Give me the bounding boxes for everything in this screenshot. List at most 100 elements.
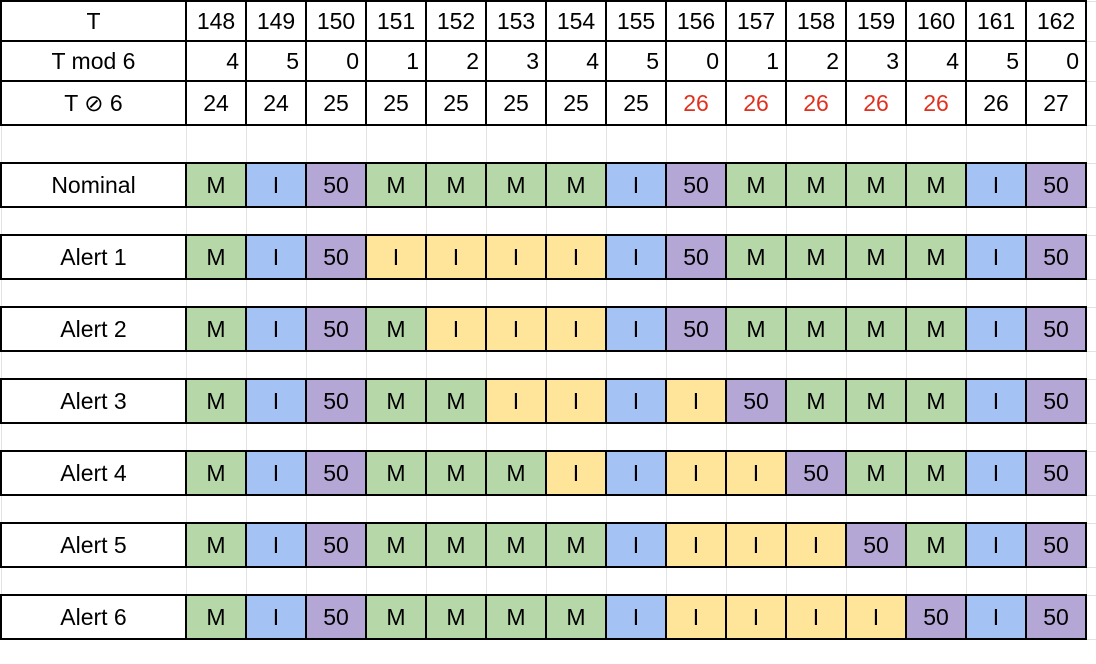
schedule-cell[interactable]: I <box>605 162 667 208</box>
schedule-cell[interactable]: I <box>605 522 667 568</box>
empty-cell[interactable] <box>185 566 247 596</box>
schedule-cell[interactable]: M <box>185 522 247 568</box>
schedule-cell[interactable]: I <box>245 378 307 424</box>
empty-cell[interactable] <box>1085 378 1096 424</box>
header-value-cell[interactable]: 24 <box>185 80 247 126</box>
empty-cell[interactable] <box>725 278 787 308</box>
empty-cell[interactable] <box>545 422 607 452</box>
schedule-cell[interactable]: I <box>665 522 727 568</box>
schedule-cell[interactable]: M <box>785 234 847 280</box>
empty-cell[interactable] <box>1025 422 1087 452</box>
empty-cell[interactable] <box>365 350 427 380</box>
schedule-cell[interactable]: 50 <box>305 378 367 424</box>
empty-cell[interactable] <box>365 206 427 236</box>
empty-cell[interactable] <box>185 278 247 308</box>
header-value-cell[interactable]: 2 <box>785 40 847 82</box>
empty-cell[interactable] <box>725 206 787 236</box>
schedule-cell[interactable]: 50 <box>1025 162 1087 208</box>
schedule-cell[interactable]: I <box>605 450 667 496</box>
empty-cell[interactable] <box>365 494 427 524</box>
empty-cell[interactable] <box>365 278 427 308</box>
header-value-cell[interactable]: 25 <box>305 80 367 126</box>
header-value-cell[interactable]: 25 <box>605 80 667 126</box>
schedule-cell[interactable]: 50 <box>305 306 367 352</box>
empty-cell[interactable] <box>1025 566 1087 596</box>
empty-cell[interactable] <box>305 278 367 308</box>
header-value-cell[interactable]: 26 <box>725 80 787 126</box>
header-value-cell[interactable]: 26 <box>905 80 967 126</box>
schedule-cell[interactable]: I <box>485 378 547 424</box>
schedule-cell[interactable]: M <box>905 378 967 424</box>
schedule-cell[interactable]: I <box>665 450 727 496</box>
schedule-row-label[interactable]: Alert 5 <box>0 522 187 568</box>
empty-cell[interactable] <box>965 422 1027 452</box>
header-value-cell[interactable]: 4 <box>185 40 247 82</box>
empty-cell[interactable] <box>245 124 307 164</box>
empty-cell[interactable] <box>845 278 907 308</box>
empty-cell[interactable] <box>1085 306 1096 352</box>
header-value-cell[interactable]: 25 <box>485 80 547 126</box>
empty-cell[interactable] <box>425 124 487 164</box>
empty-cell[interactable] <box>1085 494 1096 524</box>
schedule-row-label[interactable]: Alert 2 <box>0 306 187 352</box>
schedule-cell[interactable]: M <box>905 306 967 352</box>
header-value-cell[interactable]: 3 <box>845 40 907 82</box>
empty-cell[interactable] <box>365 124 427 164</box>
schedule-cell[interactable]: M <box>425 594 487 640</box>
schedule-cell[interactable]: M <box>845 378 907 424</box>
schedule-cell[interactable]: M <box>845 306 907 352</box>
schedule-cell[interactable]: M <box>365 450 427 496</box>
schedule-cell[interactable]: M <box>785 162 847 208</box>
header-value-cell[interactable]: 24 <box>245 80 307 126</box>
empty-cell[interactable] <box>665 350 727 380</box>
schedule-cell[interactable]: 50 <box>305 162 367 208</box>
empty-cell[interactable] <box>1085 422 1096 452</box>
schedule-cell[interactable]: M <box>485 162 547 208</box>
header-value-cell[interactable]: 26 <box>965 80 1027 126</box>
schedule-cell[interactable]: I <box>425 306 487 352</box>
header-value-cell[interactable]: 2 <box>425 40 487 82</box>
schedule-cell[interactable]: M <box>905 162 967 208</box>
schedule-cell[interactable]: M <box>905 234 967 280</box>
empty-cell[interactable] <box>605 278 667 308</box>
schedule-row-label[interactable]: Alert 1 <box>0 234 187 280</box>
schedule-cell[interactable]: M <box>365 162 427 208</box>
header-value-cell[interactable]: 4 <box>545 40 607 82</box>
schedule-cell[interactable]: I <box>785 594 847 640</box>
empty-cell[interactable] <box>1085 40 1096 82</box>
header-value-cell[interactable]: 157 <box>725 0 787 42</box>
schedule-cell[interactable]: I <box>545 234 607 280</box>
schedule-cell[interactable]: I <box>965 378 1027 424</box>
empty-cell[interactable] <box>1085 162 1096 208</box>
empty-cell[interactable] <box>725 422 787 452</box>
schedule-cell[interactable]: I <box>665 594 727 640</box>
schedule-cell[interactable]: M <box>725 162 787 208</box>
header-row-label[interactable]: T ⊘ 6 <box>0 80 187 126</box>
schedule-cell[interactable]: I <box>965 522 1027 568</box>
empty-cell[interactable] <box>1085 124 1096 164</box>
empty-cell[interactable] <box>0 278 187 308</box>
header-value-cell[interactable]: 26 <box>785 80 847 126</box>
empty-cell[interactable] <box>665 206 727 236</box>
empty-cell[interactable] <box>1085 522 1096 568</box>
header-value-cell[interactable]: 160 <box>905 0 967 42</box>
schedule-cell[interactable]: I <box>245 306 307 352</box>
schedule-cell[interactable]: M <box>185 594 247 640</box>
empty-cell[interactable] <box>245 350 307 380</box>
empty-cell[interactable] <box>0 206 187 236</box>
empty-cell[interactable] <box>425 350 487 380</box>
schedule-cell[interactable]: M <box>365 378 427 424</box>
empty-cell[interactable] <box>185 206 247 236</box>
header-value-cell[interactable]: 161 <box>965 0 1027 42</box>
empty-cell[interactable] <box>665 494 727 524</box>
schedule-cell[interactable]: M <box>785 306 847 352</box>
schedule-cell[interactable]: I <box>965 234 1027 280</box>
empty-cell[interactable] <box>605 494 667 524</box>
header-value-cell[interactable]: 151 <box>365 0 427 42</box>
empty-cell[interactable] <box>0 350 187 380</box>
header-value-cell[interactable]: 3 <box>485 40 547 82</box>
header-value-cell[interactable]: 0 <box>1025 40 1087 82</box>
header-value-cell[interactable]: 159 <box>845 0 907 42</box>
empty-cell[interactable] <box>485 350 547 380</box>
empty-cell[interactable] <box>485 422 547 452</box>
